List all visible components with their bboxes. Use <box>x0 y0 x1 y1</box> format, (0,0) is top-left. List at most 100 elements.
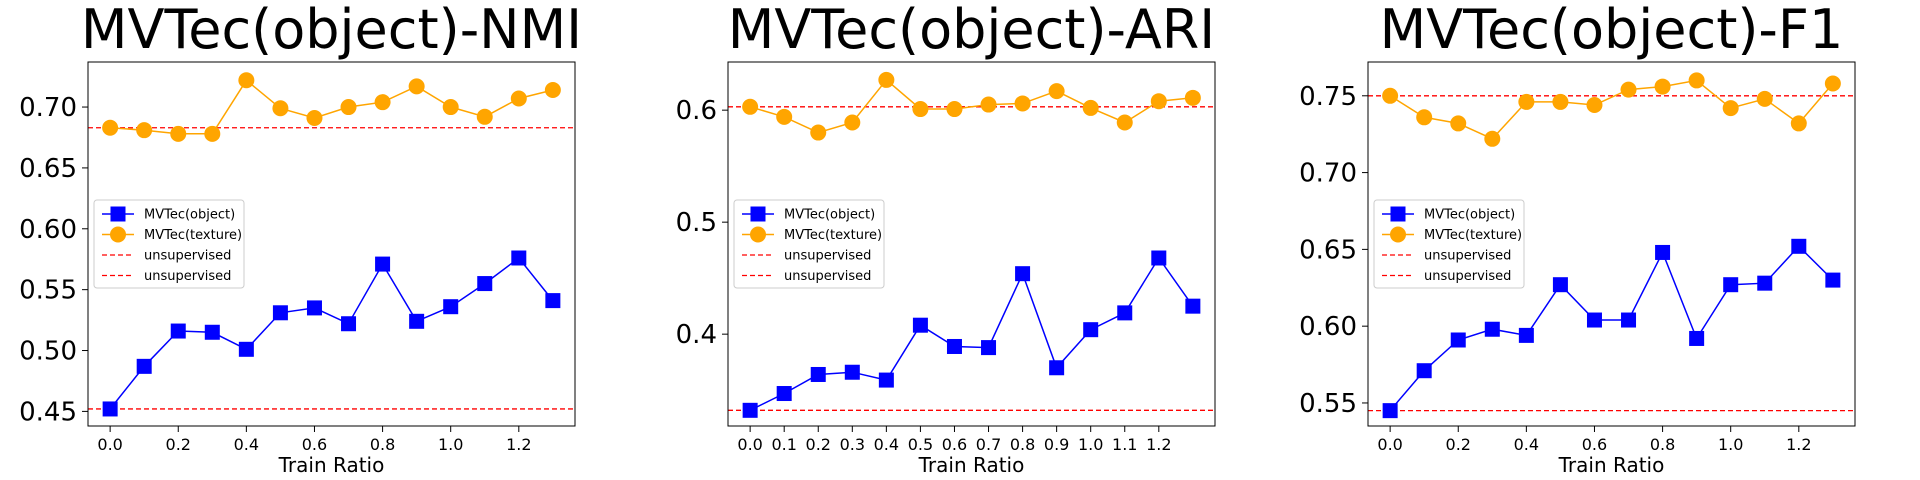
data-point <box>776 108 793 125</box>
data-point <box>1552 93 1569 110</box>
y-tick-label: 0.5 <box>676 208 717 238</box>
data-point <box>1723 277 1739 293</box>
series-texture <box>102 72 561 142</box>
data-point <box>238 341 254 357</box>
data-point <box>1757 275 1773 291</box>
data-point <box>810 124 827 141</box>
data-point <box>102 401 118 417</box>
data-point <box>136 358 152 374</box>
axes-frame <box>727 61 1216 427</box>
x-tick-label: 1.2 <box>1146 435 1171 454</box>
data-point <box>1083 322 1099 338</box>
data-point <box>136 122 153 139</box>
data-point <box>1791 238 1807 254</box>
chart-f1: MVTec(object)-F1 0.55 0.60 0.65 0.70 0.75 0.0 0… <box>1299 0 1856 477</box>
data-point <box>340 99 357 116</box>
data-point <box>1151 250 1167 266</box>
legend-label: unsupervised <box>1424 269 1511 284</box>
data-point <box>272 305 288 321</box>
x-tick-label: 0.4 <box>874 435 899 454</box>
data-point <box>1756 90 1773 107</box>
data-point <box>545 293 561 309</box>
data-point <box>1586 312 1602 328</box>
x-axis-label: Train Ratio <box>278 453 385 477</box>
x-tick-label: 0.8 <box>370 435 395 454</box>
data-point <box>742 98 759 115</box>
y-tick-label: 0.65 <box>1299 235 1357 265</box>
x-axis-label: Train Ratio <box>918 453 1025 477</box>
data-point <box>409 313 425 329</box>
y-tick-label: 0.60 <box>1299 312 1357 342</box>
data-point <box>204 324 220 340</box>
data-point <box>1117 305 1133 321</box>
y-tick-label: 0.55 <box>1299 389 1357 419</box>
data-point <box>1621 312 1637 328</box>
series-object <box>742 250 1201 418</box>
legend-marker <box>1390 226 1406 243</box>
y-tick-label: 0.50 <box>19 337 77 367</box>
data-point <box>511 250 527 266</box>
y-tick-label: 0.75 <box>1299 82 1357 112</box>
chart-nmi: MVTec(object)-NMI 0.45 0.50 0.55 0.60 0.65 0.7… <box>19 0 582 477</box>
x-axis-label: Train Ratio <box>1558 453 1665 477</box>
x-tick-label: 0.6 <box>302 435 327 454</box>
x-tick-label: 0.8 <box>1650 435 1675 454</box>
data-point <box>374 94 391 111</box>
data-point <box>170 323 186 339</box>
data-point <box>1450 332 1466 348</box>
x-tick-label: 1.2 <box>1786 435 1811 454</box>
legend-label: MVTec(object) <box>1424 208 1515 223</box>
axes-frame <box>1367 61 1856 427</box>
data-point <box>1416 363 1432 379</box>
legend: MVTec(object) MVTec(texture) unsupervised u… <box>93 199 245 289</box>
x-tick-label: 0.7 <box>976 435 1001 454</box>
data-point <box>878 372 894 388</box>
data-point <box>742 402 758 418</box>
data-point <box>375 256 391 272</box>
legend-item: MVTec(object) <box>1382 206 1515 223</box>
series-line <box>110 79 554 135</box>
data-point <box>1586 97 1603 114</box>
data-point <box>477 276 493 292</box>
chart-title: MVTec(object)-NMI <box>81 0 582 61</box>
legend-label: unsupervised <box>144 249 231 264</box>
data-point <box>1082 99 1099 116</box>
legend-item: MVTec(texture) <box>102 226 242 243</box>
data-point <box>510 90 527 107</box>
y-tick-label: 0.70 <box>1299 159 1357 189</box>
y-tick-label: 0.45 <box>19 397 77 427</box>
legend-label: unsupervised <box>1424 249 1511 264</box>
x-tick-label: 0.4 <box>1514 435 1539 454</box>
data-point <box>1484 130 1501 147</box>
data-point <box>238 72 255 89</box>
data-point <box>1620 81 1637 98</box>
x-tick-label: 0.1 <box>771 435 796 454</box>
legend-label: unsupervised <box>784 269 871 284</box>
data-point <box>306 300 322 316</box>
legend-item: unsupervised <box>102 249 231 264</box>
legend: MVTec(object) MVTec(texture) unsupervised u… <box>1373 199 1525 289</box>
x-tick-label: 0.5 <box>908 435 933 454</box>
data-point <box>1048 83 1065 100</box>
data-point <box>1654 78 1671 95</box>
legend-label: unsupervised <box>784 249 871 264</box>
x-tick-label: 0.0 <box>1377 435 1402 454</box>
data-point <box>1655 244 1671 260</box>
x-tick-label: 0.2 <box>166 435 191 454</box>
y-tick-label: 0.4 <box>676 320 717 350</box>
legend-item: unsupervised <box>1382 269 1511 284</box>
x-tick-label: 0.9 <box>1044 435 1069 454</box>
axes-frame <box>87 61 576 427</box>
data-point <box>306 110 323 126</box>
series-object <box>1382 238 1841 419</box>
x-tick-label: 0.6 <box>1582 435 1607 454</box>
data-point <box>476 108 493 125</box>
data-point <box>341 316 357 332</box>
x-tick-label: 0.0 <box>97 435 122 454</box>
legend-box <box>93 199 245 289</box>
legend-marker <box>110 226 126 243</box>
y-tick-label: 0.55 <box>19 276 77 306</box>
data-point <box>1416 109 1433 126</box>
chart-ari: MVTec(object)-ARI 0.4 0.5 0.6 0.0 0.1 0.2 0.3 0.… <box>676 0 1216 477</box>
legend: MVTec(object) MVTec(texture) unsupervised u… <box>733 199 885 289</box>
